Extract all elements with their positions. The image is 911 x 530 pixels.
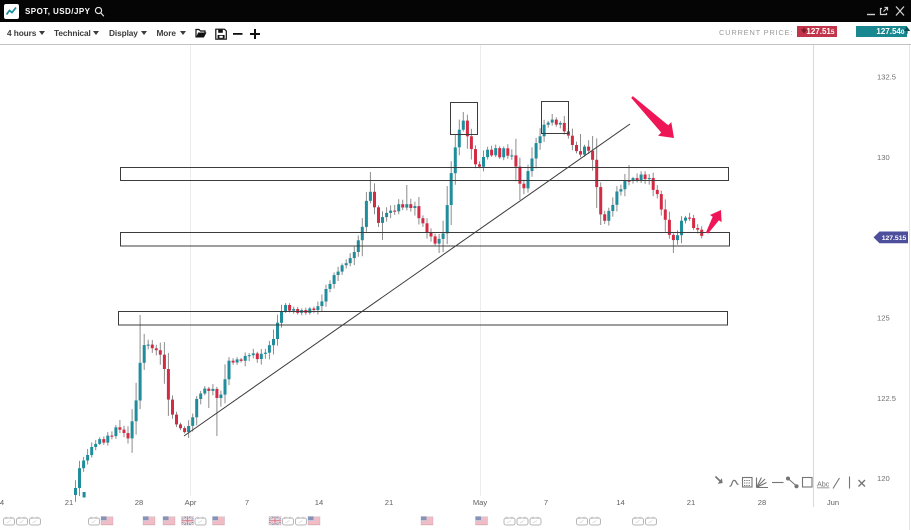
svg-text:14: 14 [616,498,624,507]
svg-text:28: 28 [135,498,143,507]
svg-text:4: 4 [0,498,4,507]
svg-text:21: 21 [385,498,393,507]
svg-text:125: 125 [877,314,890,323]
svg-text:May: May [473,498,488,507]
svg-text:14: 14 [315,498,323,507]
svg-text:130: 130 [877,153,890,162]
svg-text:21: 21 [687,498,695,507]
svg-text:Apr: Apr [185,498,197,507]
svg-text:120: 120 [877,474,890,483]
svg-text:7: 7 [245,498,249,507]
svg-text:122.5: 122.5 [877,394,896,403]
svg-text:Jun: Jun [827,498,839,507]
svg-text:21: 21 [65,498,73,507]
svg-text:127.515: 127.515 [882,235,907,242]
svg-text:28: 28 [758,498,766,507]
svg-text:132.5: 132.5 [877,73,896,82]
svg-text:7: 7 [544,498,548,507]
svg-text:Abc: Abc [817,480,830,489]
